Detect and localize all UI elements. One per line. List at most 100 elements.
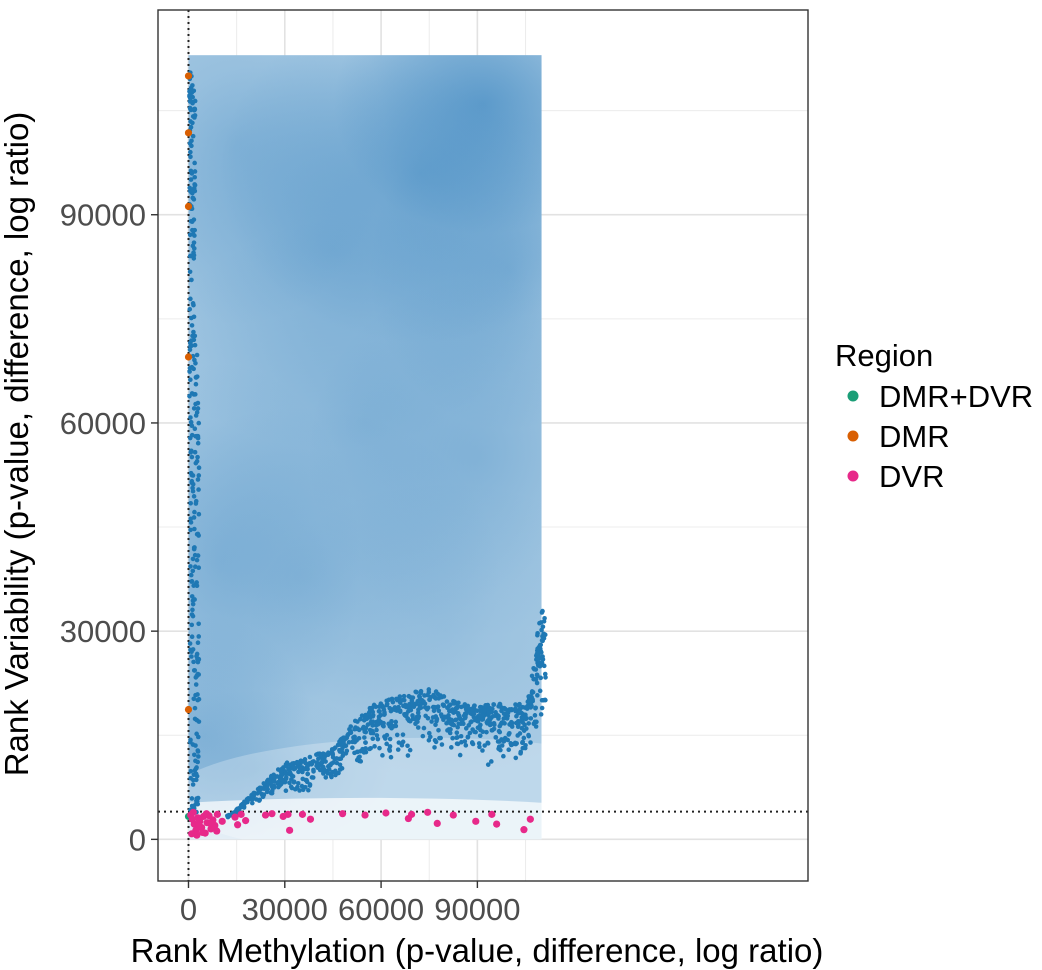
background-point xyxy=(190,556,196,562)
background-point xyxy=(196,420,202,426)
background-point xyxy=(490,714,496,719)
background-point xyxy=(297,765,303,770)
background-point xyxy=(459,704,464,710)
background-point xyxy=(192,564,198,570)
background-point xyxy=(321,771,326,776)
background-point xyxy=(189,796,195,801)
background-point xyxy=(493,735,499,740)
background-point xyxy=(527,704,532,710)
background-point xyxy=(191,546,197,552)
background-point xyxy=(195,553,201,558)
background-point xyxy=(465,734,471,740)
background-point xyxy=(196,565,202,570)
background-point xyxy=(483,703,488,708)
background-point xyxy=(518,751,523,756)
background-point xyxy=(192,752,197,758)
background-point xyxy=(334,756,339,761)
background-point xyxy=(249,800,255,806)
background-point xyxy=(357,754,362,760)
y-tick-label: 0 xyxy=(129,822,146,857)
background-point xyxy=(465,708,470,714)
background-point xyxy=(190,601,196,607)
background-point xyxy=(537,620,542,626)
background-point xyxy=(502,735,508,741)
background-point xyxy=(192,668,198,673)
point-dvr xyxy=(218,817,226,825)
background-point xyxy=(191,696,197,702)
background-point xyxy=(257,789,262,794)
point-dvr xyxy=(433,819,441,827)
background-point xyxy=(278,769,284,774)
background-point xyxy=(195,406,201,411)
background-point xyxy=(387,747,392,752)
x-tick-label: 0 xyxy=(180,892,197,927)
background-point xyxy=(269,783,275,789)
x-axis: 0 30000 60000 90000 xyxy=(180,881,520,927)
background-point xyxy=(431,708,437,714)
background-point xyxy=(316,756,321,762)
background-point xyxy=(415,725,421,730)
background-point xyxy=(367,746,372,752)
background-point xyxy=(188,450,194,455)
background-point xyxy=(195,477,201,482)
background-point xyxy=(187,306,193,312)
background-point xyxy=(190,607,195,613)
background-point xyxy=(484,729,489,735)
background-point xyxy=(306,787,311,793)
background-point xyxy=(381,705,386,710)
background-point xyxy=(454,730,460,735)
background-point xyxy=(475,725,481,731)
background-point xyxy=(193,413,199,418)
background-point xyxy=(398,700,403,706)
background-point xyxy=(188,419,194,425)
background-point xyxy=(377,745,382,751)
background-point xyxy=(372,744,377,749)
background-point xyxy=(194,580,199,585)
background-point xyxy=(297,788,302,793)
background-point xyxy=(470,741,476,747)
legend-label-dmr-dvr: DMR+DVR xyxy=(879,379,1033,414)
background-point xyxy=(195,640,201,646)
background-point xyxy=(309,760,314,766)
background-point xyxy=(194,557,200,563)
x-axis-title: Rank Methylation (p-value, difference, l… xyxy=(131,932,824,969)
background-point xyxy=(467,730,473,736)
point-dvr xyxy=(520,826,528,834)
background-point xyxy=(374,733,380,738)
point-dvr xyxy=(298,810,307,818)
legend-key-dvr xyxy=(847,470,859,482)
background-point xyxy=(188,739,193,745)
background-point xyxy=(514,713,519,719)
background-point xyxy=(348,730,354,736)
background-point xyxy=(307,754,313,760)
background-point xyxy=(190,647,196,652)
background-point xyxy=(188,470,194,476)
background-point xyxy=(374,727,379,733)
background-point xyxy=(506,732,512,737)
background-point xyxy=(195,440,201,446)
background-point xyxy=(445,705,450,711)
background-point xyxy=(426,730,432,736)
background-point xyxy=(188,415,193,420)
y-tick-label: 60000 xyxy=(60,406,146,441)
background-point xyxy=(193,692,198,698)
background-point xyxy=(422,693,427,698)
point-dvr xyxy=(213,810,221,818)
background-point xyxy=(446,713,451,718)
background-point xyxy=(265,783,270,789)
background-point xyxy=(462,739,468,744)
background-point xyxy=(501,716,507,721)
background-point xyxy=(193,460,199,466)
point-dvr xyxy=(306,815,315,823)
background-point xyxy=(396,704,401,710)
x-tick-label: 90000 xyxy=(434,892,520,927)
background-point xyxy=(402,712,408,718)
background-point xyxy=(189,323,195,328)
background-point xyxy=(187,641,193,646)
background-point xyxy=(531,676,536,682)
background-point xyxy=(191,366,196,372)
background-point xyxy=(188,775,193,781)
background-point xyxy=(418,688,424,694)
background-point xyxy=(341,735,347,740)
background-point xyxy=(187,369,192,374)
